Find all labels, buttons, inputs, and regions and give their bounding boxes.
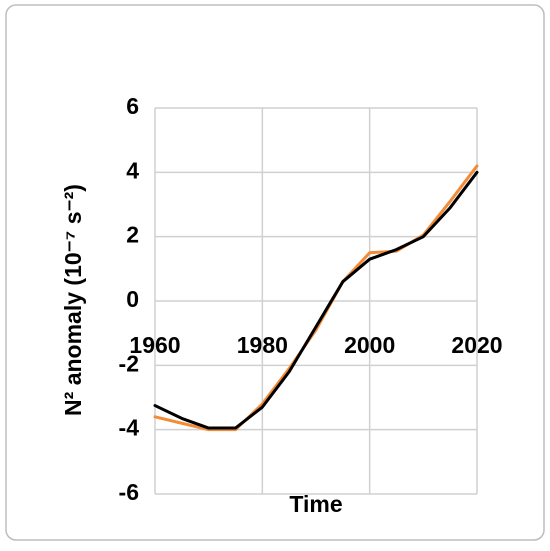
chart-frame — [5, 4, 545, 541]
y-tick-label: -4 — [119, 415, 140, 441]
x-tick-label: 2000 — [344, 332, 395, 358]
x-tick-label: 1960 — [129, 332, 180, 358]
data-line — [153, 170, 479, 430]
x-tick-label: 1980 — [237, 332, 288, 358]
y-tick-label: 6 — [126, 93, 139, 119]
y-tick-label: -2 — [119, 350, 139, 376]
x-axis-title: Time — [289, 491, 342, 517]
y-axis-title: N² anomaly (10⁻⁷ s⁻²) — [60, 184, 86, 416]
y-tick-label: -6 — [119, 479, 139, 505]
y-tick-label: 0 — [126, 286, 139, 312]
y-tick-label: 4 — [126, 157, 139, 183]
y-tick-label: 2 — [126, 222, 139, 248]
x-tick-label: 2020 — [451, 332, 502, 358]
